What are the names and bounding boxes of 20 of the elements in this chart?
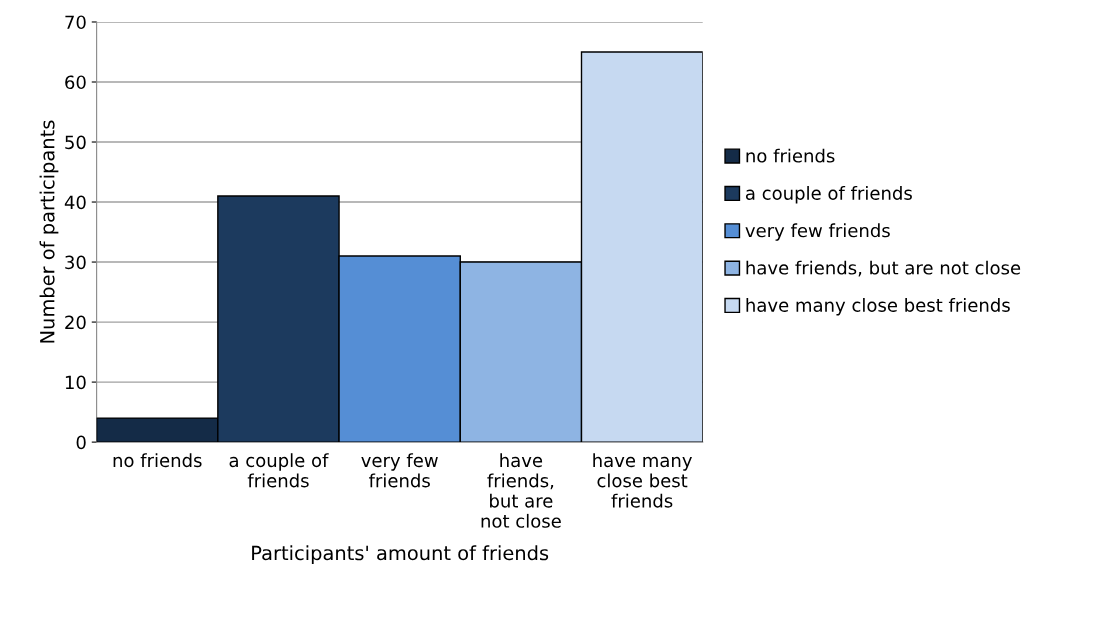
x-tick-label: have many close best friends: [593, 453, 692, 508]
x-tick-label: a couple of friends: [229, 453, 329, 488]
y-tick-label: 10: [65, 375, 86, 390]
y-axis-title: Number of participants: [39, 120, 59, 343]
legend-label: a couple of friends: [745, 185, 912, 204]
y-tick-label: 60: [65, 75, 86, 90]
legend-label: very few friends: [745, 223, 890, 241]
y-tick-label: 50: [65, 135, 86, 150]
y-tick-label: 20: [65, 315, 86, 330]
y-tick-label: 40: [64, 195, 86, 210]
legend-label: have many close best friends: [746, 297, 1010, 316]
y-tick-label: 0: [76, 435, 86, 450]
x-tick-label: no friends: [113, 453, 202, 468]
y-tick-label: 70: [65, 15, 86, 30]
x-axis-title: Participants' amount of friends: [252, 545, 549, 565]
x-tick-label: very few friends: [361, 453, 438, 488]
legend-label: no friends: [746, 148, 835, 163]
legend-label: have friends, but are not close: [746, 260, 1021, 277]
y-tick-label: 30: [65, 255, 86, 270]
x-tick-label: have friends, but are not close: [481, 453, 561, 528]
